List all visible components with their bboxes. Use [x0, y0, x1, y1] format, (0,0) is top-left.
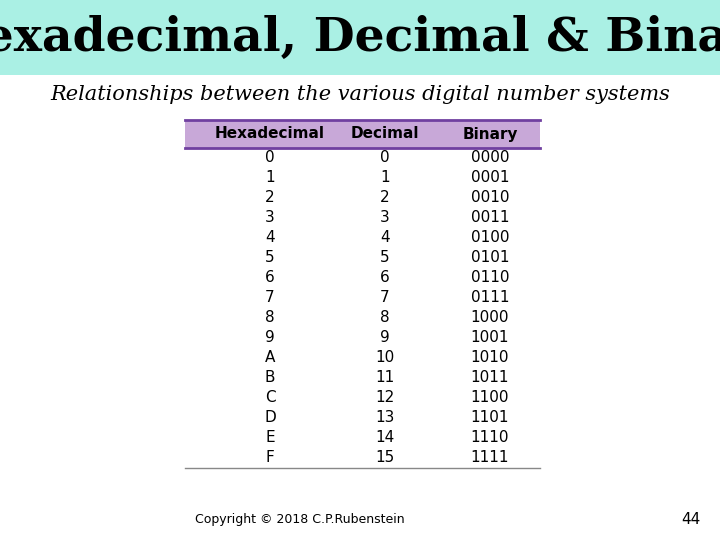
Text: Hexadecimal, Decimal & Binary: Hexadecimal, Decimal & Binary [0, 14, 720, 60]
Text: D: D [264, 410, 276, 426]
Text: 1000: 1000 [471, 310, 509, 326]
Text: 3: 3 [265, 211, 275, 226]
Text: 10: 10 [375, 350, 395, 366]
Text: 1111: 1111 [471, 450, 509, 465]
Text: Binary: Binary [462, 126, 518, 141]
Text: 4: 4 [380, 231, 390, 246]
Text: 7: 7 [265, 291, 275, 306]
Text: 1010: 1010 [471, 350, 509, 366]
Text: 0: 0 [380, 151, 390, 165]
Text: A: A [265, 350, 275, 366]
Text: Hexadecimal: Hexadecimal [215, 126, 325, 141]
Text: Relationships between the various digital number systems: Relationships between the various digita… [50, 85, 670, 105]
Text: 8: 8 [265, 310, 275, 326]
Text: 5: 5 [380, 251, 390, 266]
Text: 9: 9 [380, 330, 390, 346]
Text: 0100: 0100 [471, 231, 509, 246]
Text: Decimal: Decimal [351, 126, 419, 141]
Text: 6: 6 [380, 271, 390, 286]
FancyBboxPatch shape [0, 0, 720, 75]
Text: 1001: 1001 [471, 330, 509, 346]
Text: C: C [265, 390, 275, 406]
Text: 2: 2 [380, 191, 390, 206]
Text: F: F [266, 450, 274, 465]
Text: 13: 13 [375, 410, 395, 426]
Text: B: B [265, 370, 275, 386]
Text: 1100: 1100 [471, 390, 509, 406]
Text: 1: 1 [380, 171, 390, 186]
Text: 15: 15 [375, 450, 395, 465]
Text: 0001: 0001 [471, 171, 509, 186]
Text: 0011: 0011 [471, 211, 509, 226]
Text: 9: 9 [265, 330, 275, 346]
Text: E: E [265, 430, 275, 445]
Text: 3: 3 [380, 211, 390, 226]
Text: 1101: 1101 [471, 410, 509, 426]
Text: 0010: 0010 [471, 191, 509, 206]
Text: 0110: 0110 [471, 271, 509, 286]
Text: 12: 12 [375, 390, 395, 406]
Text: 0111: 0111 [471, 291, 509, 306]
Text: 2: 2 [265, 191, 275, 206]
Text: 7: 7 [380, 291, 390, 306]
Text: 44: 44 [680, 512, 700, 528]
Text: 4: 4 [265, 231, 275, 246]
Text: 1110: 1110 [471, 430, 509, 445]
Text: 6: 6 [265, 271, 275, 286]
Text: 14: 14 [375, 430, 395, 445]
FancyBboxPatch shape [185, 120, 540, 148]
Text: 0000: 0000 [471, 151, 509, 165]
Text: 5: 5 [265, 251, 275, 266]
Text: 11: 11 [375, 370, 395, 386]
Text: 0: 0 [265, 151, 275, 165]
Text: 1: 1 [265, 171, 275, 186]
Text: 1011: 1011 [471, 370, 509, 386]
Text: Copyright © 2018 C.P.Rubenstein: Copyright © 2018 C.P.Rubenstein [195, 514, 405, 526]
Text: 8: 8 [380, 310, 390, 326]
Text: 0101: 0101 [471, 251, 509, 266]
